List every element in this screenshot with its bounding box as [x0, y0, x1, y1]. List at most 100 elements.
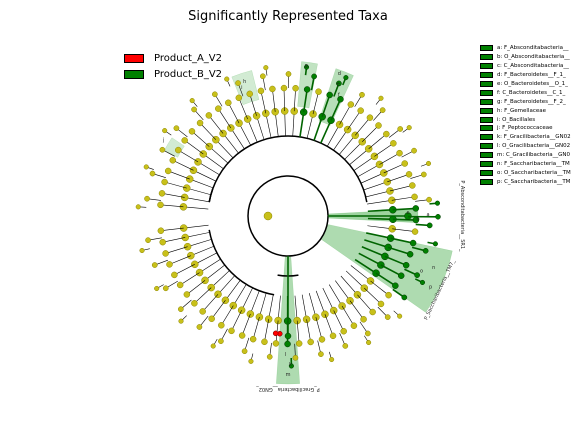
- clade-key-label: d: F_Bacteroidetes__F_1_: [497, 72, 566, 79]
- branch-l2-edge: [162, 237, 186, 243]
- branch-l2-node: [329, 332, 337, 340]
- branch-l2-node: [377, 300, 385, 308]
- branch-l2-edge: [392, 207, 416, 211]
- branch-l2-edge: [330, 98, 342, 121]
- branch-l2-node: [176, 281, 184, 289]
- branch-l1-edge: [268, 294, 274, 320]
- branch-l3-node: [364, 330, 371, 337]
- branch-l4-node: [397, 313, 403, 319]
- branch-l2-node: [246, 90, 253, 98]
- branch-l1-edge: [327, 124, 340, 147]
- branch-l1-edge: [313, 116, 323, 141]
- branch-l1-edge: [349, 148, 369, 166]
- branch-l2-edge: [160, 227, 184, 232]
- branch-arc-bottom-left: [208, 229, 275, 296]
- branch-l2-edge: [341, 305, 355, 326]
- branch-l2-edge: [260, 90, 267, 114]
- clade-highlight-bacteroidetes-2: [297, 61, 318, 109]
- branch-l2-node: [397, 272, 405, 279]
- clade-key-swatch: [480, 134, 493, 141]
- branch-l4-node: [135, 204, 141, 210]
- branch-l4-node: [343, 75, 349, 81]
- branch-l3-node: [212, 91, 218, 98]
- clade-key-item: k: F_Gracilibacteria__GN02: [480, 133, 571, 142]
- clade-key-item: d: F_Bacteroidetes__F_1_: [480, 71, 571, 80]
- branch-l1-edge: [211, 270, 230, 288]
- branch-l2-node: [166, 261, 173, 268]
- branch-l2-node: [396, 149, 403, 157]
- branch-l2-node: [318, 336, 326, 343]
- clade-letter: e: [337, 81, 340, 87]
- clade-key-item: o: O_Saccharibacteria__TM: [480, 168, 571, 177]
- branch-l2-node: [238, 332, 246, 339]
- branch-l4-node: [178, 318, 184, 324]
- branch-l1-edge: [315, 290, 326, 315]
- branch-l2-edge: [194, 287, 212, 304]
- clade-key-swatch: [480, 54, 493, 61]
- branch-l1-edge: [360, 172, 384, 184]
- branch-l2-node: [347, 101, 355, 108]
- branch-l2-edge: [272, 88, 276, 112]
- legend-label-product-a: Product_A_V2: [154, 52, 223, 64]
- branch-l2-edge: [199, 122, 217, 140]
- branch-l2-node: [175, 146, 182, 154]
- branch-l2-edge: [392, 228, 416, 232]
- branch-l2-edge: [374, 143, 394, 157]
- branch-l1-edge: [335, 280, 351, 301]
- branch-l1-edge: [328, 284, 343, 307]
- branch-l2-edge: [357, 294, 373, 313]
- branch-l2-edge: [302, 89, 308, 113]
- branch-l2-edge: [238, 97, 248, 120]
- branch-l2-edge: [221, 305, 234, 326]
- clade-key-item: m: C_Gracilibacteria__GN0: [480, 151, 571, 160]
- branch-l2-edge: [164, 181, 187, 189]
- clade-key-swatch: [480, 125, 493, 132]
- clade-key-swatch: [480, 169, 493, 176]
- branch-l1-edge: [301, 294, 307, 320]
- branch-l3-node: [384, 314, 391, 320]
- branch-l4-node: [139, 247, 145, 254]
- branch-l2-node: [409, 182, 416, 189]
- branch-l3-node: [162, 285, 169, 292]
- branch-l1-edge: [322, 287, 334, 311]
- branch-l2-node: [409, 239, 417, 247]
- branch-l2-node: [169, 157, 177, 164]
- clade-key-label: c: C_Absconditabacteria__: [497, 63, 569, 70]
- branch-graci-node: [284, 332, 292, 340]
- branch-l4-node: [162, 128, 168, 134]
- branch-l1-edge: [338, 135, 356, 155]
- branch-l1-edge: [354, 258, 377, 274]
- clade-key-label: k: F_Gracilibacteria__GN02: [497, 134, 571, 141]
- clade-letter: c: [407, 210, 410, 216]
- branch-l1-edge: [186, 187, 211, 196]
- clade-highlight-peptococcaceae: [164, 137, 185, 158]
- branch-l2-node: [315, 88, 322, 95]
- clade-key-item: g: F_Bacteroidetes__F_2_: [480, 97, 571, 106]
- branch-l2-node: [411, 193, 418, 201]
- branch-l3-node: [266, 353, 273, 360]
- branch-l2-node: [357, 107, 364, 114]
- branch-l2-node: [303, 86, 311, 93]
- clade-key-label: e: O_Bacteroidetes__O_1_: [497, 81, 568, 87]
- clade-letter: n: [432, 265, 435, 271]
- branch-l4-node: [425, 160, 432, 167]
- clade-highlight-bacillales: [231, 70, 260, 106]
- branch-l3-node: [359, 91, 365, 98]
- branch-l1-edge: [294, 295, 298, 321]
- clade-key-label: m: C_Gracilibacteria__GN0: [497, 152, 571, 159]
- branch-l2-node: [350, 322, 358, 329]
- clade-key-item: l: O_Gracilibacteria__GN02: [480, 142, 571, 151]
- branch-l1-edge: [222, 133, 239, 154]
- clade-key-swatch: [480, 81, 493, 87]
- branch-l1-edge: [345, 270, 365, 289]
- clade-key-item: a: F_Absconditabacteria__: [480, 44, 571, 53]
- clade-letter: d: [338, 71, 341, 77]
- branch-l3-node: [311, 73, 317, 80]
- legend-swatch-product-b: [124, 69, 144, 79]
- branch-l3-node: [241, 348, 248, 355]
- clade-key-label: l: O_Gracilibacteria__GN02: [497, 143, 571, 150]
- clade-key-swatch: [480, 178, 493, 185]
- branch-l2-node: [269, 85, 276, 93]
- branch-l2-node: [292, 84, 299, 92]
